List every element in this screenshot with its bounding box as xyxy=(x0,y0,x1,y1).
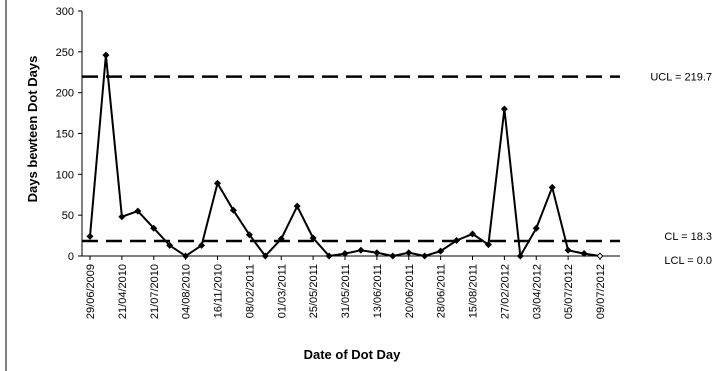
data-point xyxy=(389,252,397,260)
x-tick-label: 28/06/2011 xyxy=(436,264,448,318)
x-tick-label: 21/04/2010 xyxy=(117,264,129,319)
data-point xyxy=(500,105,508,113)
x-tick-label: 04/08/2010 xyxy=(181,264,193,319)
x-tick-label: 03/04/2012 xyxy=(531,264,543,319)
y-tick-label: 100 xyxy=(56,169,74,181)
data-point xyxy=(245,231,253,239)
data-point xyxy=(277,235,285,243)
data-point xyxy=(150,224,158,232)
data-point xyxy=(166,241,174,249)
y-axis-title: Days bewteen Dot Days xyxy=(25,56,40,203)
x-tick-label: 13/06/2011 xyxy=(372,264,384,318)
data-point xyxy=(118,213,126,221)
x-tick-label: 31/05/2011 xyxy=(340,264,352,318)
data-point xyxy=(484,241,492,249)
data-point xyxy=(532,224,540,232)
data-point xyxy=(421,252,429,260)
data-point xyxy=(373,249,381,257)
data-point xyxy=(580,250,588,258)
data-point xyxy=(182,252,190,260)
data-point xyxy=(213,179,222,187)
data-point xyxy=(548,183,556,191)
y-tick-label: 250 xyxy=(56,47,74,59)
data-point xyxy=(468,230,477,238)
y-axis: 0 50 100 150 200 250 300 xyxy=(56,6,83,263)
x-tick-label: 01/03/2011 xyxy=(276,264,288,318)
data-point xyxy=(453,236,461,244)
x-tick-label: 20/06/2011 xyxy=(404,264,416,318)
y-tick-label: 150 xyxy=(56,129,74,141)
y-tick-label: 0 xyxy=(68,251,74,263)
data-point xyxy=(357,246,365,254)
data-point xyxy=(293,202,301,210)
data-point xyxy=(102,51,110,59)
x-tick-label: 21/07/2010 xyxy=(149,264,161,319)
data-series xyxy=(86,51,604,260)
y-tick-label: 300 xyxy=(56,6,74,18)
y-tick-label: 50 xyxy=(62,210,74,222)
x-tick-label: 16/11/2010 xyxy=(213,264,225,318)
x-tick-label: 29/06/2009 xyxy=(85,264,97,319)
control-limit-label: LCL = 0.0 xyxy=(664,255,712,267)
data-point xyxy=(437,247,445,255)
data-point xyxy=(86,232,94,240)
data-point xyxy=(516,252,524,260)
x-tick-label: 15/08/2011 xyxy=(468,264,480,318)
control-limit-lines: UCL = 219.7 CL = 18.3 LCL = 0.0 xyxy=(82,72,712,267)
x-axis: 29/06/2009 21/04/2010 21/07/2010 04/08/2010… xyxy=(82,255,620,319)
x-tick-label: 09/07/2012 xyxy=(595,264,607,319)
y-tick-label: 200 xyxy=(56,88,74,100)
x-tick-label: 27/02/2012 xyxy=(499,264,511,319)
x-tick-label: 08/02/2011 xyxy=(244,264,256,318)
data-point xyxy=(325,252,333,260)
data-point xyxy=(229,206,237,214)
series-line xyxy=(89,55,601,260)
control-limit-label: CL = 18.3 xyxy=(664,231,712,243)
x-axis-title: Date of Dot Day xyxy=(304,347,402,362)
x-tick-label: 25/05/2011 xyxy=(308,264,320,318)
data-point xyxy=(261,252,269,260)
control-limit-label: UCL = 219.7 xyxy=(650,72,712,84)
data-point xyxy=(405,249,413,257)
data-point xyxy=(341,250,349,258)
x-tick-label: 05/07/2012 xyxy=(563,264,575,319)
data-point xyxy=(596,252,604,260)
data-point xyxy=(309,234,317,242)
data-point xyxy=(198,241,206,249)
data-point xyxy=(564,246,572,254)
data-point xyxy=(134,207,142,215)
